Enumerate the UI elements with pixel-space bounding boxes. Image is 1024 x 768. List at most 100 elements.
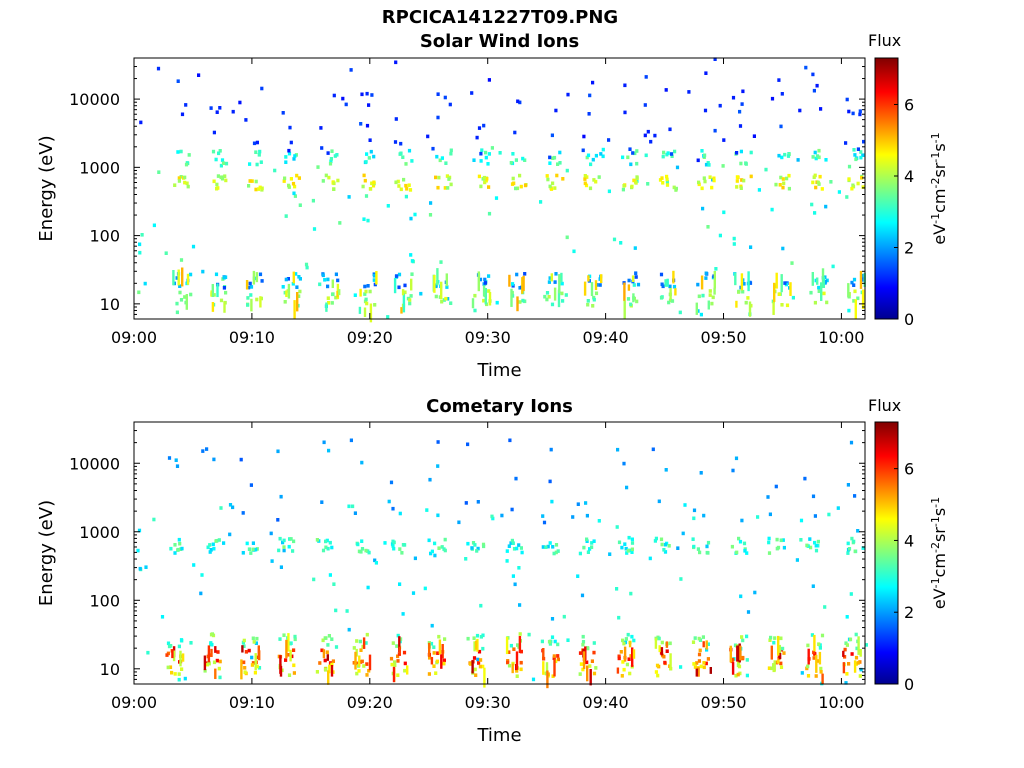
spectrogram-cell — [505, 559, 509, 563]
spectrogram-cell — [588, 186, 593, 191]
spectrogram-cell — [789, 282, 792, 296]
spectrogram-cell — [665, 174, 669, 179]
spectrogram-cell — [177, 537, 181, 542]
spectrogram-cell — [156, 66, 161, 71]
spectrogram-cell — [185, 294, 188, 310]
spectrogram-cell — [251, 661, 255, 665]
spectrogram-cell — [276, 449, 280, 454]
spectrogram-cell — [815, 654, 818, 673]
spectrogram-cell — [737, 536, 741, 541]
spectrogram-cell — [410, 278, 413, 291]
spectrogram-cell — [386, 315, 390, 319]
spectrogram-cell — [704, 271, 708, 276]
spectrogram-cell — [476, 546, 480, 551]
spectrogram-cell — [673, 149, 677, 154]
spectrogram-cell — [770, 645, 773, 660]
spectrogram-cell — [856, 296, 860, 301]
spectrogram-cell — [183, 180, 187, 185]
y-tick-label: 10000 — [69, 90, 120, 109]
spectrogram-cell — [251, 636, 255, 641]
spectrogram-cell — [779, 538, 783, 543]
spectrogram-cell — [445, 285, 449, 289]
spectrogram-cell — [740, 273, 744, 291]
spectrogram-cell — [320, 500, 324, 504]
spectrogram-cell — [440, 654, 443, 669]
spectrogram-cell — [848, 637, 853, 642]
spectrogram-cell — [175, 301, 179, 306]
spectrogram-cell — [281, 111, 285, 115]
spectrogram-cell — [550, 617, 555, 621]
spectrogram-cell — [246, 303, 250, 307]
spectrogram-cell — [332, 181, 336, 186]
spectrogram-cell — [631, 275, 635, 282]
spectrogram-cell — [860, 273, 865, 278]
spectrogram-cell — [816, 277, 819, 285]
spectrogram-cell — [853, 153, 857, 157]
spectrogram-cell — [407, 148, 412, 153]
spectrogram-cell — [734, 272, 737, 286]
spectrogram-cell — [585, 660, 589, 665]
spectrogram-cell — [168, 665, 173, 669]
spectrogram-cell — [283, 176, 287, 181]
spectrogram-cell — [860, 176, 864, 180]
spectrogram-cell — [326, 277, 330, 282]
spectrogram-cell — [711, 295, 715, 300]
spectrogram-cell — [338, 221, 342, 225]
spectrogram-cell — [177, 644, 181, 649]
spectrogram-cell — [434, 175, 438, 180]
spectrogram-cell — [854, 632, 858, 637]
spectrogram-cell — [479, 159, 483, 163]
spectrogram-cell — [507, 650, 511, 654]
spectrogram-cell — [779, 636, 783, 641]
spectrogram-cell — [778, 644, 781, 655]
spectrogram-cell — [363, 178, 367, 183]
spectrogram-cell — [365, 91, 369, 96]
spectrogram-cell — [585, 537, 589, 542]
spectrogram-cell — [623, 542, 627, 546]
spectrogram-cell — [247, 184, 251, 188]
colorbar-units-label: eV-1cm-2sr-1s-1 — [929, 497, 950, 609]
spectrogram-cell — [328, 161, 333, 166]
spectrogram-cell — [659, 296, 664, 300]
spectrogram-cell — [326, 654, 329, 661]
spectrogram-cell — [287, 183, 291, 188]
spectrogram-cell — [483, 281, 488, 285]
spectrogram-cell — [282, 545, 286, 549]
spectrogram-cell — [856, 147, 860, 151]
spectrogram-cell — [822, 291, 826, 296]
spectrogram-cell — [259, 160, 263, 164]
spectrogram-cell — [740, 102, 744, 106]
spectrogram-cell — [668, 127, 672, 132]
spectrogram-cell — [523, 272, 527, 276]
x-tick-label: 09:20 — [347, 328, 393, 347]
spectrogram-cell — [241, 551, 245, 555]
spectrogram-cell — [523, 183, 528, 188]
spectrogram-cell — [704, 276, 708, 280]
spectrogram-cell — [594, 291, 599, 296]
spectrogram-cell — [321, 548, 326, 553]
spectrogram-cell — [660, 176, 664, 180]
spectrogram-cell — [591, 304, 595, 308]
spectrogram-cell — [815, 154, 820, 158]
spectrogram-cell — [330, 149, 334, 153]
spectrogram-cell — [649, 139, 653, 144]
spectrogram-cell — [732, 236, 736, 241]
spectrogram-cell — [240, 659, 243, 680]
spectrogram-cell — [214, 668, 217, 680]
spectrogram-cell — [212, 457, 216, 462]
spectrogram-cell — [312, 227, 317, 231]
spectrogram-cell — [391, 544, 395, 548]
spectrogram-cell — [199, 591, 203, 596]
spectrogram-cell — [741, 89, 745, 94]
spectrogram-cell — [853, 289, 857, 294]
spectrogram-cell — [615, 587, 619, 591]
spectrogram-cell — [482, 123, 486, 128]
spectrogram-cell — [701, 635, 705, 639]
spectrogram-cell — [548, 642, 552, 646]
spectrogram-cell — [847, 109, 851, 114]
spectrogram-cell — [554, 543, 559, 547]
spectrogram-cell — [364, 194, 369, 198]
spectrogram-cell — [779, 175, 783, 180]
x-tick-label: 09:00 — [111, 328, 157, 347]
spectrogram-cell — [283, 300, 287, 304]
